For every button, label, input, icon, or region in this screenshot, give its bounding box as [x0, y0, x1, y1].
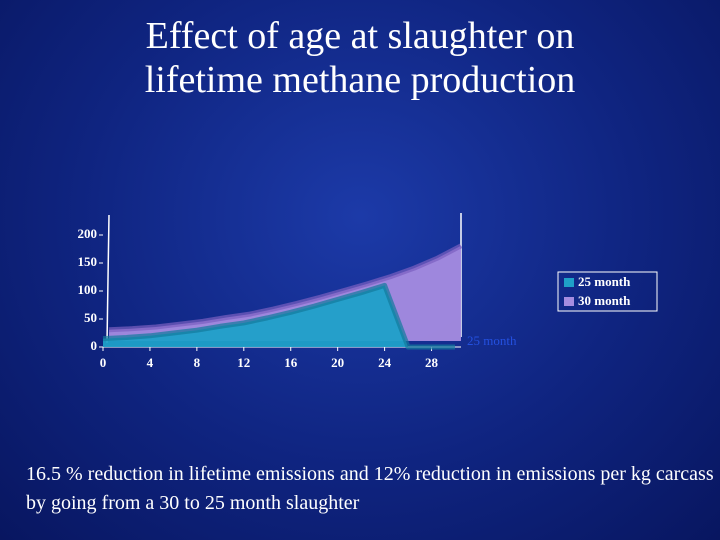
y-tick-label: 50 — [84, 310, 97, 325]
x-tick-label: 24 — [378, 355, 392, 370]
legend-label: 30 month — [578, 293, 631, 308]
y-tick-label: 100 — [78, 282, 98, 297]
y-tick-label: 0 — [91, 338, 98, 353]
area-edge — [108, 243, 463, 333]
x-tick-label: 12 — [237, 355, 250, 370]
y-tick-label: 150 — [78, 254, 98, 269]
x-tick-label: 20 — [331, 355, 344, 370]
x-tick-label: 28 — [425, 355, 439, 370]
x-tick-label: 0 — [100, 355, 107, 370]
footnote: 16.5 % reduction in lifetime emissions a… — [26, 463, 714, 514]
legend-box — [557, 271, 658, 312]
axis-wall — [106, 214, 110, 344]
y-tick-label: 200 — [78, 226, 98, 241]
x-tick-label: 8 — [194, 355, 201, 370]
x-tick-label: 16 — [284, 355, 298, 370]
area-edge — [102, 282, 455, 350]
legend-swatch — [564, 278, 574, 287]
annotation: 25 month — [467, 333, 517, 348]
x-tick-label: 4 — [147, 355, 154, 370]
slide-title: Effect of age at slaughter on lifetime m… — [144, 15, 576, 101]
legend-label: 25 month — [578, 274, 631, 289]
legend-swatch — [564, 297, 574, 306]
